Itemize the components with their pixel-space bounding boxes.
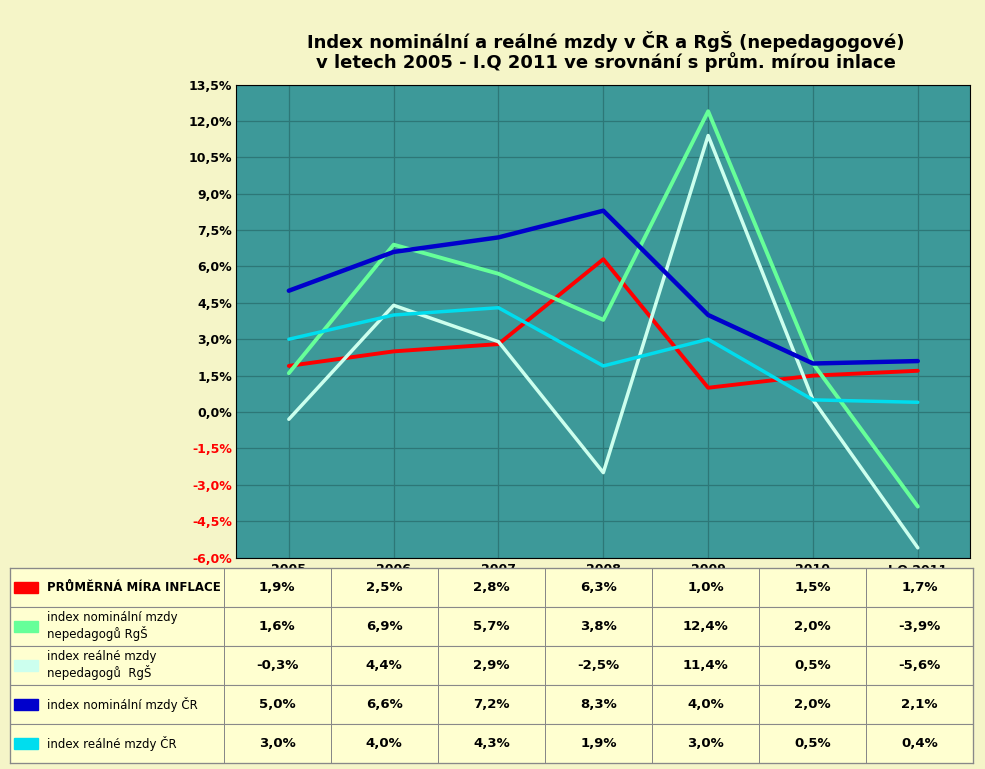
Text: 8,3%: 8,3% bbox=[580, 697, 617, 711]
Text: 4,4%: 4,4% bbox=[366, 659, 403, 671]
Text: 2,0%: 2,0% bbox=[794, 620, 831, 633]
Bar bbox=[14, 699, 38, 710]
Text: 1,5%: 1,5% bbox=[794, 581, 830, 594]
Text: 4,0%: 4,0% bbox=[688, 697, 724, 711]
Text: 2,1%: 2,1% bbox=[901, 697, 938, 711]
Text: index nominální mzdy ČR: index nominální mzdy ČR bbox=[47, 697, 198, 712]
Bar bbox=[10, 724, 973, 763]
Text: 12,4%: 12,4% bbox=[683, 620, 728, 633]
Text: -0,3%: -0,3% bbox=[256, 659, 298, 671]
Text: 0,4%: 0,4% bbox=[901, 737, 938, 750]
Text: 5,0%: 5,0% bbox=[259, 697, 296, 711]
Text: 0,5%: 0,5% bbox=[794, 737, 831, 750]
Text: 7,2%: 7,2% bbox=[473, 697, 509, 711]
Bar bbox=[10, 568, 973, 607]
Bar bbox=[14, 621, 38, 631]
Bar bbox=[14, 660, 38, 671]
Text: -5,6%: -5,6% bbox=[898, 659, 941, 671]
Text: 1,7%: 1,7% bbox=[901, 581, 938, 594]
Text: 2,8%: 2,8% bbox=[473, 581, 509, 594]
Text: 2,9%: 2,9% bbox=[473, 659, 509, 671]
Text: 6,6%: 6,6% bbox=[366, 697, 403, 711]
Text: 4,0%: 4,0% bbox=[366, 737, 403, 750]
Text: 11,4%: 11,4% bbox=[683, 659, 728, 671]
Text: v letech 2005 - I.Q 2011 ve srovnání s prům. mírou inlace: v letech 2005 - I.Q 2011 ve srovnání s p… bbox=[316, 52, 895, 72]
Text: 2,0%: 2,0% bbox=[794, 697, 831, 711]
Text: 4,3%: 4,3% bbox=[473, 737, 510, 750]
Text: 3,8%: 3,8% bbox=[580, 620, 617, 633]
Text: 3,0%: 3,0% bbox=[259, 737, 296, 750]
Text: PRŮMĚRNÁ MÍRA INFLACE: PRŮMĚRNÁ MÍRA INFLACE bbox=[47, 581, 221, 594]
Text: 1,0%: 1,0% bbox=[688, 581, 724, 594]
Bar bbox=[10, 684, 973, 724]
Text: 2,5%: 2,5% bbox=[366, 581, 403, 594]
Text: 0,5%: 0,5% bbox=[794, 659, 831, 671]
Text: index nominální mzdy
nepedagogů RgŠ: index nominální mzdy nepedagogů RgŠ bbox=[47, 611, 177, 641]
Text: Index nominální a reálné mzdy v ČR a RgŠ (nepedagogové): Index nominální a reálné mzdy v ČR a RgŠ… bbox=[307, 31, 904, 52]
Bar bbox=[10, 607, 973, 646]
Bar bbox=[10, 646, 973, 684]
Text: 1,9%: 1,9% bbox=[580, 737, 617, 750]
Text: 1,9%: 1,9% bbox=[259, 581, 296, 594]
Bar bbox=[14, 737, 38, 749]
Bar bbox=[14, 581, 38, 593]
Text: -3,9%: -3,9% bbox=[898, 620, 941, 633]
Text: index reálné mzdy
nepedagogů  RgŠ: index reálné mzdy nepedagogů RgŠ bbox=[47, 650, 157, 681]
Text: 3,0%: 3,0% bbox=[688, 737, 724, 750]
Text: 6,3%: 6,3% bbox=[580, 581, 617, 594]
Text: 1,6%: 1,6% bbox=[259, 620, 296, 633]
Text: -2,5%: -2,5% bbox=[577, 659, 620, 671]
Text: 6,9%: 6,9% bbox=[366, 620, 403, 633]
Text: 5,7%: 5,7% bbox=[473, 620, 509, 633]
Text: index reálné mzdy ČR: index reálné mzdy ČR bbox=[47, 736, 176, 751]
